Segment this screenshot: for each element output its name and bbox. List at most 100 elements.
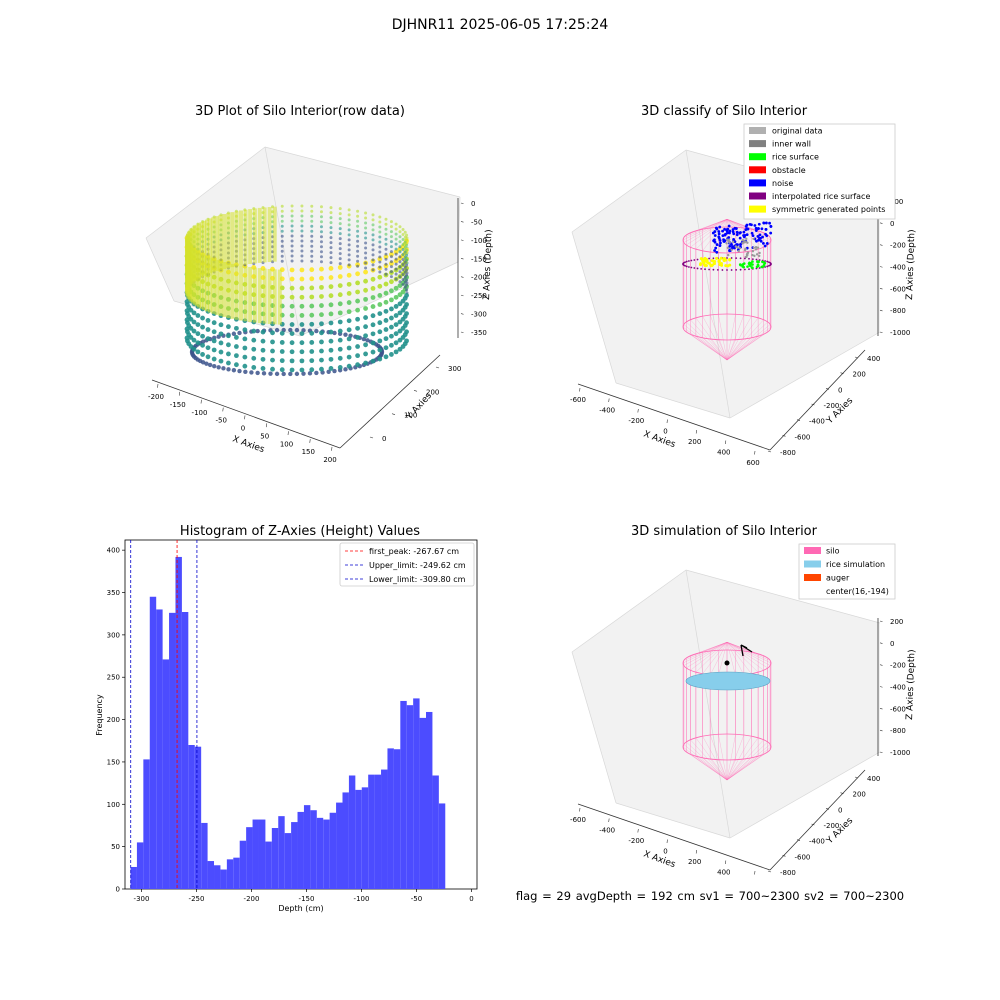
plot2-interpolated-point xyxy=(704,268,706,270)
plot3-x-tick-label: -100 xyxy=(354,895,370,903)
plot3-bar xyxy=(407,705,413,889)
plot4-z-tick-label: -800 xyxy=(890,727,906,735)
plot2-noise-point xyxy=(764,245,767,248)
plot2-original-point xyxy=(755,248,757,250)
plot2-noise-point xyxy=(717,230,720,233)
plot4-z-tick-label: 200 xyxy=(890,618,903,626)
plot3-bar xyxy=(156,609,162,889)
plot2-z-tick-label: -400 xyxy=(890,264,906,272)
plot3-bar xyxy=(413,698,419,889)
plot3-ylabel: Frequency xyxy=(95,694,104,736)
plot3-legend-label: Upper_limit: -249.62 cm xyxy=(369,561,466,570)
plot2-interpolated-point xyxy=(731,269,733,271)
plot2-interpolated-point xyxy=(684,261,686,263)
plot3-bar xyxy=(259,820,265,889)
plot2-noise-point xyxy=(769,232,772,235)
plot2-noise-point xyxy=(761,227,764,230)
plot3-y-tick-label: 100 xyxy=(107,801,120,809)
plot4-x-tick-label: 200 xyxy=(688,858,701,866)
plot2-x-tick-label: 600 xyxy=(746,459,759,467)
plot2-symmetric-point xyxy=(712,260,715,263)
plot3-bar xyxy=(208,861,214,889)
plot2-noise-point xyxy=(719,244,722,247)
plot4-xlabel: X Axies xyxy=(642,849,677,870)
plot3-bar xyxy=(336,803,342,889)
plot2-noise-point xyxy=(729,230,732,233)
plot2-noise-point xyxy=(757,235,760,238)
plot2-original-point xyxy=(725,242,727,244)
plot2-interpolated-point xyxy=(744,258,746,260)
plot2-symmetric-point xyxy=(699,263,702,266)
plot2-noise-point xyxy=(715,251,718,254)
plot2-noise-point xyxy=(732,228,735,231)
plot4-legend-label: auger xyxy=(826,574,850,583)
plot2-noise-point xyxy=(713,249,716,252)
plot3-x-tick-label: -50 xyxy=(411,895,422,903)
plot2-legend-label: rice surface xyxy=(772,153,819,162)
plot4-z-tick-mark xyxy=(880,752,883,753)
plot4-z-tick-mark xyxy=(880,708,883,709)
plot2-interpolated-point xyxy=(691,267,693,269)
plot2-legend-label: inner wall xyxy=(772,140,811,149)
plot4-x-tick-mark xyxy=(725,861,726,865)
plot3-y-tick-label: 50 xyxy=(111,843,120,851)
plot2-legend-label: interpolated rice surface xyxy=(772,192,870,201)
plot3-bar xyxy=(330,813,336,889)
plot2-interpolated-point xyxy=(717,269,719,271)
plot2-original-point xyxy=(755,246,757,248)
plot2-noise-point xyxy=(731,245,734,248)
plot2-original-point xyxy=(730,249,732,251)
plot2-original-point xyxy=(753,247,755,249)
plot3-bar xyxy=(265,842,271,889)
plot2-noise-point xyxy=(738,232,741,235)
plot2-noise-point xyxy=(717,235,720,238)
plot2-interpolated-point xyxy=(697,259,699,261)
plot2-noise-point xyxy=(747,228,750,231)
plot2-noise-point xyxy=(755,227,758,230)
plot3-bar xyxy=(253,820,259,889)
plot3-bar xyxy=(362,787,368,889)
plot2-xlabel: X Axies xyxy=(642,429,677,450)
plot2-rice-point xyxy=(746,265,749,268)
plot2-noise-point xyxy=(761,236,764,239)
plot2-interpolated-point xyxy=(688,260,690,262)
plot2-original-point xyxy=(737,250,739,252)
plot4-legend-swatch xyxy=(804,561,821,568)
plot4-z-tick-mark xyxy=(880,730,883,731)
plot2-original-point xyxy=(739,247,741,249)
plot2-rice-point xyxy=(760,266,763,269)
plot3-bar xyxy=(317,818,323,889)
plot2-x-tick-mark xyxy=(755,451,756,455)
plot2-noise-point xyxy=(722,240,725,243)
plot3-x-ticks: -300 -250 -200 -150 -100 -50 0 xyxy=(134,889,474,903)
plot3-legend-label: first_peak: -267.67 cm xyxy=(369,547,459,556)
plot2-original-point xyxy=(728,239,730,241)
plot2-interpolated-point xyxy=(726,269,728,271)
plot3-y-tick-label: 300 xyxy=(107,631,120,639)
plot2-noise-point xyxy=(764,233,767,236)
plot2-original-point xyxy=(727,254,729,256)
plot2-interpolated-point xyxy=(748,268,750,270)
plot4-z-tick-label: 0 xyxy=(890,640,894,648)
plot2-legend-swatch xyxy=(749,127,766,134)
plot3-bar xyxy=(214,865,220,889)
plot3-y-tick-label: 250 xyxy=(107,674,120,682)
plot2-z-tick-mark xyxy=(880,332,883,333)
plot3-bar xyxy=(195,747,201,889)
plot2-y-tick-mark xyxy=(768,451,771,452)
plot2-x-tick-label: -600 xyxy=(570,396,586,404)
plot4-z-tick-mark xyxy=(880,621,883,622)
plot2-z-tick-label: -1000 xyxy=(890,329,910,337)
plot2-y-tick-label: 0 xyxy=(838,386,842,394)
plot2-noise-point xyxy=(739,237,742,240)
plot2-3d-classify: -600-400-2000200400600 -800-600-400-2000… xyxy=(500,0,1000,480)
plot3-bar xyxy=(304,805,310,889)
plot2-noise-point xyxy=(716,243,719,246)
plot3-bar xyxy=(439,803,445,889)
plot3-x-tick-label: 0 xyxy=(469,895,473,903)
plot3-bar xyxy=(291,822,297,889)
plot3-bar xyxy=(387,748,393,889)
plot4-z-tick-mark xyxy=(880,687,883,688)
plot2-z-tick-mark xyxy=(880,310,883,311)
plot2-original-point xyxy=(744,249,746,251)
